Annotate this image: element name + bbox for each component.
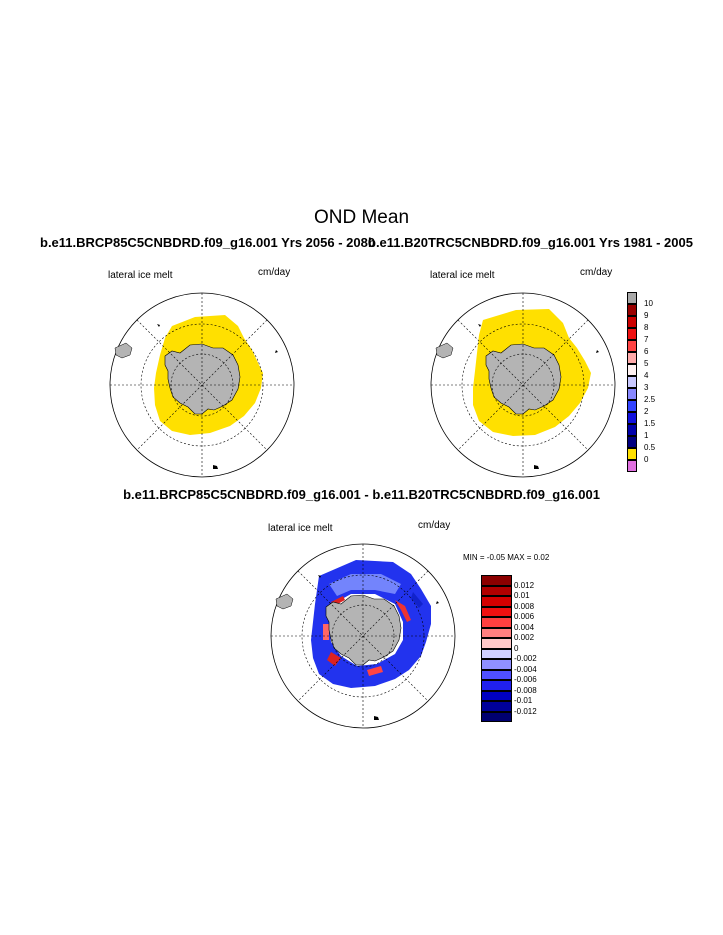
colorbar-swatch [481, 627, 512, 638]
colorbar-swatch [627, 328, 637, 340]
map-boundary [270, 543, 456, 729]
colorbar-tick-label: 0.008 [514, 601, 535, 611]
colorbar-tick-label: 8 [644, 323, 649, 332]
south-america-tip [275, 593, 294, 610]
colorbar-swatch [627, 364, 637, 376]
panel-2-title: b.e11.B20TRC5CNBDRD.f09_g16.001 Yrs 1981… [368, 235, 693, 250]
colorbar-tick-label: 0 [514, 643, 519, 653]
colorbar-swatch [627, 388, 637, 400]
colorbar-tick-label: 1.5 [644, 419, 656, 428]
colorbar-tick-label: -0.01 [514, 696, 533, 705]
difference-variable-label: lateral ice melt [268, 523, 333, 534]
colorbar-swatch [627, 436, 637, 448]
colorbar-swatch [627, 412, 637, 424]
colorbar-swatch [481, 701, 512, 712]
difference-units-label: cm/day [418, 520, 451, 531]
colorbar-tick-label: 0.012 [514, 580, 535, 590]
panel-1-variable-label: lateral ice melt [108, 270, 173, 281]
islands [157, 324, 278, 469]
map-panel-2 [430, 292, 616, 478]
colorbar-swatch [481, 638, 512, 649]
colorbar-swatch [627, 460, 637, 472]
grid-lines [110, 293, 294, 477]
colorbar-tick-label: 0 [644, 455, 649, 464]
colorbar-tick-label: 4 [644, 371, 649, 380]
colorbar-tick-label: -0.006 [514, 675, 537, 684]
map-boundary [430, 292, 616, 478]
colorbar-tick-label: 2.5 [644, 395, 656, 404]
colorbar-swatch [481, 617, 512, 628]
south-america-tip [114, 342, 133, 359]
colorbar-swatch [627, 316, 637, 328]
colorbar-tick-label: 3 [644, 383, 649, 392]
islands [318, 575, 439, 720]
difference-field [311, 560, 431, 688]
colorbar-swatch [627, 400, 637, 412]
colorbar-swatch [627, 352, 637, 364]
colorbar-swatch [481, 680, 512, 691]
difference-title: b.e11.BRCP85C5CNBDRD.f09_g16.001 - b.e11… [123, 487, 600, 502]
colorbar-tick-label: 0.002 [514, 633, 535, 642]
colorbar-difference [481, 575, 512, 722]
colorbar-tick-label: 0.5 [644, 443, 656, 452]
colorbar-tick-label: 6 [644, 347, 649, 356]
colorbar-swatch [481, 669, 512, 680]
colorbar-swatch [481, 711, 512, 722]
colorbar-swatch [627, 424, 637, 436]
grid-lines [271, 544, 455, 728]
colorbar-tick-label: -0.004 [514, 664, 537, 674]
colorbar-swatch [481, 659, 512, 670]
map-panel-1 [109, 292, 295, 478]
colorbar-tick-label: 9 [644, 311, 649, 320]
colorbar-swatch [481, 596, 512, 607]
islands [478, 324, 599, 469]
colorbar-swatch [627, 304, 637, 316]
colorbar-tick-label: -0.008 [514, 685, 537, 695]
colorbar-swatch [627, 292, 637, 304]
colorbar-swatch [481, 585, 512, 596]
grid-lines [431, 293, 615, 477]
colorbar-tick-label: 0.006 [514, 612, 535, 621]
colorbar-tick-label: -0.002 [514, 654, 537, 663]
colorbar-tick-label: 0.01 [514, 591, 530, 600]
colorbar-tick-label: 10 [644, 299, 653, 308]
colorbar-swatch [627, 448, 637, 460]
map-boundary [109, 292, 295, 478]
min-max-label: MIN = -0.05 MAX = 0.02 [463, 553, 550, 562]
panel-2-units-label: cm/day [580, 267, 613, 278]
colorbar-tick-label: -0.012 [514, 706, 537, 716]
map-difference [270, 543, 456, 729]
main-title: OND Mean [313, 207, 410, 228]
colorbar-tick-label: 7 [644, 335, 649, 344]
colorbar-swatch [481, 606, 512, 617]
colorbar-swatch [627, 340, 637, 352]
colorbar-tick-label: 1 [644, 431, 649, 440]
colorbar-swatch [481, 690, 512, 701]
colorbar-tick-label: 0.004 [514, 622, 535, 632]
south-america-tip [435, 342, 454, 359]
panel-1-title: b.e11.BRCP85C5CNBDRD.f09_g16.001 Yrs 205… [40, 235, 376, 250]
colorbar-top [627, 292, 637, 472]
colorbar-tick-label: 5 [644, 359, 649, 368]
colorbar-swatch [627, 376, 637, 388]
colorbar-swatch [481, 575, 512, 586]
colorbar-tick-label: 2 [644, 407, 649, 416]
panel-1-units-label: cm/day [258, 267, 291, 278]
colorbar-swatch [481, 648, 512, 659]
panel-2-variable-label: lateral ice melt [430, 270, 495, 281]
